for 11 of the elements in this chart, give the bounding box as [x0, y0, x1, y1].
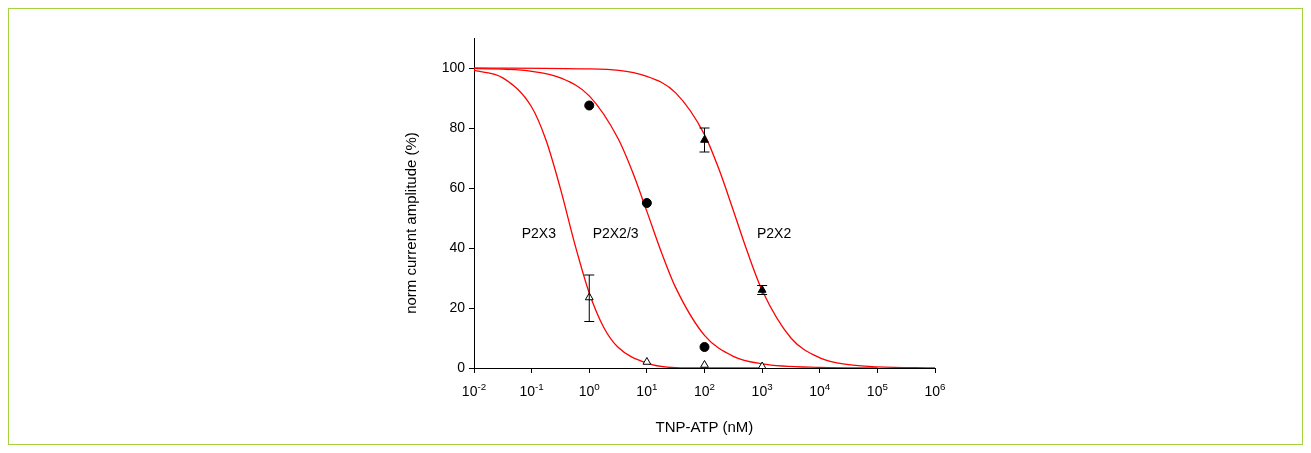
series-label: P2X3 [521, 225, 557, 241]
y-tick-label: 0 [457, 358, 466, 375]
y-tick-label: 20 [449, 298, 466, 315]
y-tick-label: 100 [441, 58, 466, 75]
y-tick-label: 40 [449, 238, 466, 255]
y-axis-title: norm current amplitude (%) [402, 132, 419, 314]
y-tick-label: 60 [449, 178, 466, 195]
series-label: P2X2 [756, 225, 792, 241]
x-axis-title: TNP-ATP (nM) [655, 418, 754, 435]
y-tick-label: 80 [449, 118, 466, 135]
series-label: P2X2/3 [592, 225, 639, 241]
